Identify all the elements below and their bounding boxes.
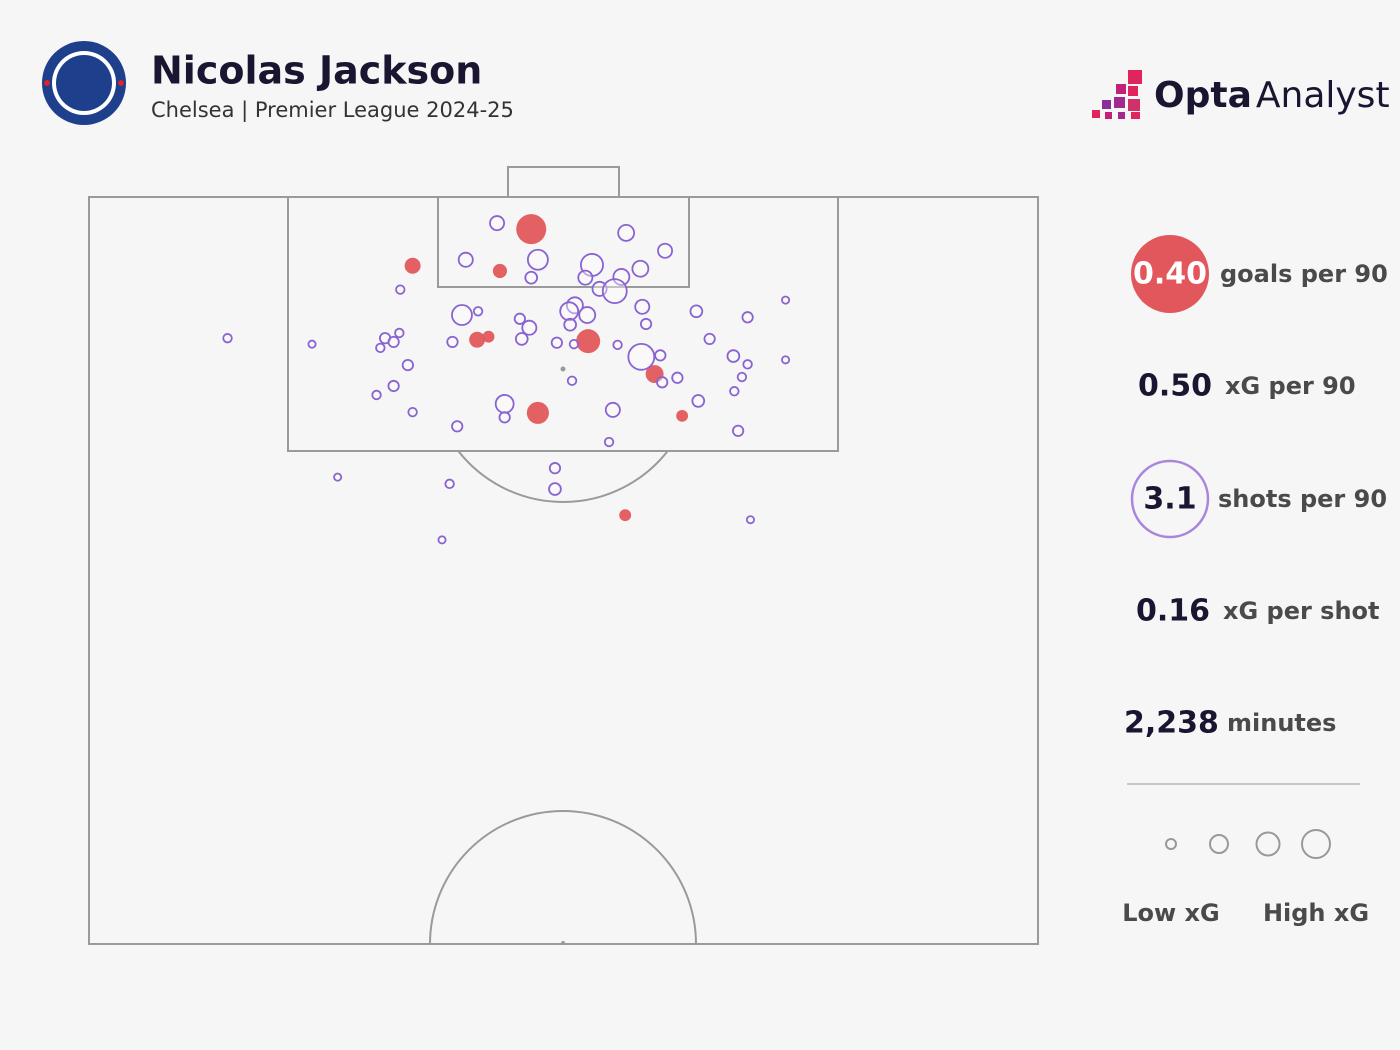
shot (657, 242, 674, 259)
shot (568, 338, 580, 350)
shot (387, 335, 400, 349)
goal-shot (576, 329, 601, 354)
shot (407, 406, 418, 418)
shot (578, 306, 597, 324)
title: Nicolas Jackson (151, 49, 482, 93)
shot (612, 339, 623, 351)
subtitle: Chelsea | Premier League 2024-25 (151, 98, 514, 123)
shot (451, 304, 473, 326)
shot (577, 269, 594, 286)
shot (627, 342, 656, 371)
club-badge (42, 41, 126, 125)
stat-value: 0.50 (1138, 369, 1212, 404)
shot (639, 317, 653, 331)
shot (601, 278, 628, 305)
shots (222, 214, 791, 545)
brand-light: Analyst (1256, 75, 1390, 116)
shot (222, 333, 233, 344)
stat-label: xG per 90 (1225, 372, 1356, 400)
shot (375, 342, 386, 354)
brand-bold: Opta (1154, 75, 1252, 116)
shot (437, 535, 447, 545)
brand: Opta Analyst (1154, 75, 1390, 116)
shot (371, 389, 382, 401)
shot (451, 420, 464, 433)
shot (656, 376, 669, 389)
shot (604, 401, 621, 418)
shot (781, 295, 791, 305)
shot (736, 371, 748, 383)
shot (671, 371, 684, 384)
shot (726, 349, 741, 363)
shot (617, 223, 636, 242)
shot (781, 355, 791, 365)
shot (631, 259, 650, 278)
shot (741, 311, 754, 324)
stat-label: minutes (1227, 709, 1336, 737)
shot (444, 478, 455, 490)
stat-label: goals per 90 (1220, 260, 1388, 288)
stat-value: 0.40 (1133, 257, 1207, 292)
goal-shot (492, 263, 507, 279)
shot (612, 268, 631, 286)
brand-mark (1092, 70, 1142, 119)
shot (566, 375, 578, 386)
goal-shot (469, 331, 486, 348)
shot (524, 270, 539, 285)
shot (634, 298, 651, 315)
pitch (88, 166, 1039, 945)
shot (446, 335, 459, 349)
shot (514, 332, 529, 346)
shot (745, 515, 755, 525)
shot (401, 358, 414, 372)
shot (526, 248, 549, 271)
goal-shot (619, 509, 632, 522)
shot (550, 336, 563, 349)
stat-label: shots per 90 (1218, 485, 1387, 513)
stat-label: xG per shot (1223, 597, 1380, 625)
goal-shot (526, 401, 549, 424)
goal-shot (404, 257, 421, 274)
goal-shot (676, 409, 689, 422)
shot (498, 411, 511, 424)
shot (703, 332, 716, 346)
shot (333, 472, 343, 482)
shot (472, 306, 484, 317)
shot (307, 339, 317, 349)
legend-low: Low xG (1122, 899, 1220, 927)
shot (548, 482, 562, 496)
stat-value: 0.16 (1136, 594, 1210, 629)
shot (732, 424, 745, 437)
shot (513, 312, 526, 325)
shot (559, 301, 580, 322)
goal-shot (516, 214, 547, 245)
stat-value: 2,238 (1124, 706, 1219, 741)
goal-shot (482, 330, 495, 343)
shot (563, 317, 577, 332)
stat-circles (1127, 235, 1360, 859)
shot (394, 327, 405, 339)
shot (489, 215, 506, 232)
shot (654, 349, 667, 362)
shot (691, 394, 706, 408)
legend-high: High xG (1263, 899, 1369, 927)
shot (457, 251, 474, 268)
shot (603, 436, 615, 448)
shot (494, 394, 515, 414)
shot (729, 386, 740, 397)
shot (395, 284, 406, 295)
shot (548, 462, 562, 475)
shot (742, 359, 753, 370)
shot (521, 319, 538, 336)
stat-value: 3.1 (1143, 482, 1196, 517)
shot (689, 304, 704, 319)
shot (387, 379, 400, 393)
